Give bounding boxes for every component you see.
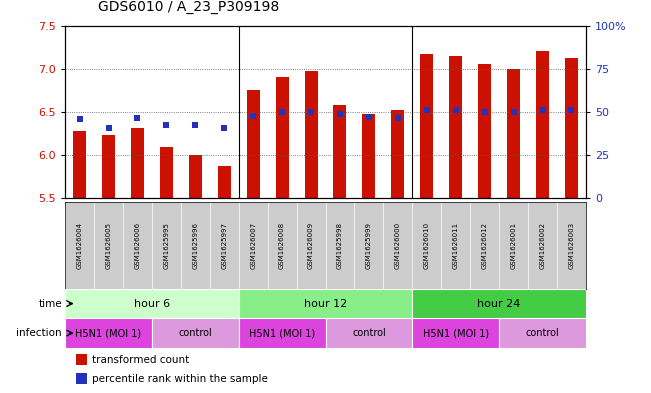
- Bar: [449, 56, 462, 198]
- Bar: [76, 373, 87, 384]
- Point: [422, 107, 432, 114]
- Bar: [478, 64, 491, 198]
- Point: [190, 122, 201, 128]
- Text: GSM1625997: GSM1625997: [221, 222, 227, 269]
- Text: infection: infection: [16, 328, 62, 338]
- Text: GSM1626004: GSM1626004: [77, 222, 83, 269]
- Text: time: time: [38, 299, 62, 309]
- Bar: [239, 289, 412, 318]
- Point: [277, 109, 287, 115]
- Point: [508, 109, 519, 115]
- Text: control: control: [525, 328, 559, 338]
- Bar: [507, 69, 520, 198]
- Bar: [421, 54, 434, 198]
- Bar: [363, 114, 376, 198]
- Point: [132, 115, 143, 121]
- Text: GSM1626000: GSM1626000: [395, 222, 401, 269]
- Bar: [239, 318, 326, 348]
- Text: GSM1626008: GSM1626008: [279, 222, 285, 269]
- Bar: [160, 147, 173, 198]
- Text: GSM1626006: GSM1626006: [135, 222, 141, 269]
- Text: H5N1 (MOI 1): H5N1 (MOI 1): [76, 328, 141, 338]
- Point: [104, 125, 114, 132]
- Bar: [73, 131, 86, 198]
- Point: [566, 107, 577, 114]
- Bar: [412, 318, 499, 348]
- Bar: [333, 105, 346, 198]
- Bar: [391, 110, 404, 198]
- Point: [537, 107, 547, 114]
- Text: hour 24: hour 24: [477, 299, 521, 309]
- Text: control: control: [178, 328, 212, 338]
- Text: control: control: [352, 328, 386, 338]
- Text: GSM1625995: GSM1625995: [163, 222, 169, 269]
- Point: [248, 113, 258, 119]
- Bar: [65, 318, 152, 348]
- Point: [219, 125, 229, 131]
- Text: GSM1626005: GSM1626005: [105, 222, 111, 269]
- Text: GSM1626001: GSM1626001: [510, 222, 516, 269]
- Point: [74, 116, 85, 122]
- Bar: [275, 77, 288, 198]
- Bar: [189, 155, 202, 198]
- Bar: [565, 57, 578, 198]
- Text: hour 12: hour 12: [304, 299, 347, 309]
- Text: GSM1626007: GSM1626007: [250, 222, 256, 269]
- Point: [161, 122, 172, 128]
- Bar: [217, 165, 230, 198]
- Text: H5N1 (MOI 1): H5N1 (MOI 1): [422, 328, 489, 338]
- Text: GSM1625996: GSM1625996: [192, 222, 199, 269]
- Text: hour 6: hour 6: [134, 299, 170, 309]
- Bar: [536, 51, 549, 198]
- Text: GDS6010 / A_23_P309198: GDS6010 / A_23_P309198: [98, 0, 279, 14]
- Bar: [102, 135, 115, 198]
- Text: GSM1626011: GSM1626011: [452, 222, 459, 269]
- Point: [306, 109, 316, 115]
- Text: H5N1 (MOI 1): H5N1 (MOI 1): [249, 328, 315, 338]
- Text: GSM1625999: GSM1625999: [366, 222, 372, 269]
- Bar: [76, 354, 87, 365]
- Bar: [499, 318, 586, 348]
- Bar: [65, 289, 239, 318]
- Point: [335, 110, 345, 117]
- Point: [393, 115, 403, 121]
- Bar: [412, 289, 586, 318]
- Text: percentile rank within the sample: percentile rank within the sample: [92, 374, 268, 384]
- Bar: [326, 318, 412, 348]
- Bar: [152, 318, 239, 348]
- Bar: [305, 72, 318, 198]
- Text: GSM1626009: GSM1626009: [308, 222, 314, 269]
- Point: [479, 109, 490, 115]
- Text: GSM1625998: GSM1625998: [337, 222, 343, 269]
- Point: [364, 114, 374, 120]
- Bar: [131, 128, 144, 198]
- Text: GSM1626002: GSM1626002: [540, 222, 546, 269]
- Bar: [247, 90, 260, 198]
- Text: GSM1626003: GSM1626003: [568, 222, 574, 269]
- Point: [450, 107, 461, 114]
- Text: transformed count: transformed count: [92, 355, 189, 365]
- Text: GSM1626010: GSM1626010: [424, 222, 430, 269]
- Text: GSM1626012: GSM1626012: [482, 222, 488, 269]
